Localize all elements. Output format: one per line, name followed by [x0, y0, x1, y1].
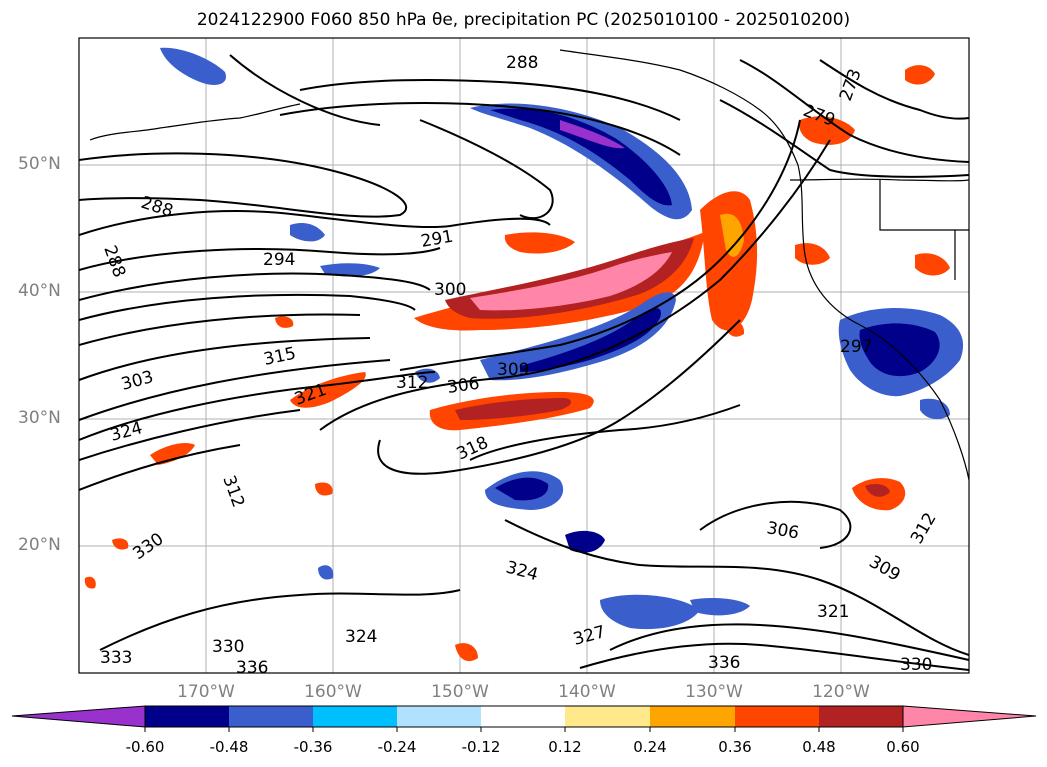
map-frame [78, 37, 970, 674]
colorbar-swatch [819, 706, 903, 727]
contour-label: 288 [506, 53, 538, 73]
colorbar-swatch [481, 706, 565, 727]
colorbar-extend-high [902, 705, 1037, 728]
lon-label-140w: 140°W [558, 682, 616, 702]
contour-label: 333 [100, 648, 132, 668]
colorbar-swatch [313, 706, 397, 727]
colorbar-tick-label: -0.48 [209, 738, 249, 756]
contour-label: 312 [396, 373, 428, 393]
lat-label-40n: 40°N [18, 281, 61, 301]
theta-e-contours [79, 54, 969, 671]
colorbar-swatch [650, 706, 735, 727]
contour-label: 297 [840, 337, 872, 357]
lon-label-160w: 160°W [304, 682, 362, 702]
lon-label-170w: 170°W [177, 682, 235, 702]
contour-label: 330 [212, 637, 244, 657]
precip-fill-layer [84, 47, 964, 662]
lon-label-120w: 120°W [812, 682, 870, 702]
lon-label-150w: 150°W [431, 682, 489, 702]
contour-label: 294 [263, 250, 295, 270]
colorbar-tick-label: 0.48 [802, 738, 836, 756]
lat-label-50n: 50°N [18, 154, 61, 174]
lon-label-130w: 130°W [685, 682, 743, 702]
coastlines [89, 49, 969, 481]
colorbar-outline [144, 705, 904, 728]
colorbar-tick-label: 0.36 [718, 738, 752, 756]
colorbar-tick-label: -0.60 [125, 738, 165, 756]
contour-label: 300 [434, 280, 466, 300]
contour-label: 336 [236, 658, 268, 678]
colorbar [11, 705, 1037, 732]
colorbar-swatch [397, 706, 481, 727]
contour-label: 309 [497, 360, 529, 380]
contour-label: 321 [817, 602, 849, 622]
lat-label-30n: 30°N [18, 408, 61, 428]
colorbar-tick-label: 0.60 [886, 738, 920, 756]
colorbar-tick-label: -0.36 [293, 738, 333, 756]
colorbar-extend-low [11, 705, 146, 728]
colorbar-swatch [735, 706, 819, 727]
colorbar-tick-label: 0.24 [633, 738, 667, 756]
colorbar-tick-label: 0.12 [548, 738, 582, 756]
figure-title: 2024122900 F060 850 hPa θe, precipitatio… [196, 10, 851, 30]
contour-label: 324 [345, 627, 377, 647]
colorbar-swatch [229, 706, 313, 727]
lat-label-20n: 20°N [18, 535, 61, 555]
contour-label: 306 [446, 374, 481, 398]
colorbar-tick-label: -0.24 [377, 738, 417, 756]
contour-label: 336 [708, 653, 740, 673]
colorbar-swatch [145, 706, 229, 727]
colorbar-swatch [565, 706, 650, 727]
colorbar-tick-label: -0.12 [461, 738, 501, 756]
contour-label: 330 [900, 655, 932, 675]
